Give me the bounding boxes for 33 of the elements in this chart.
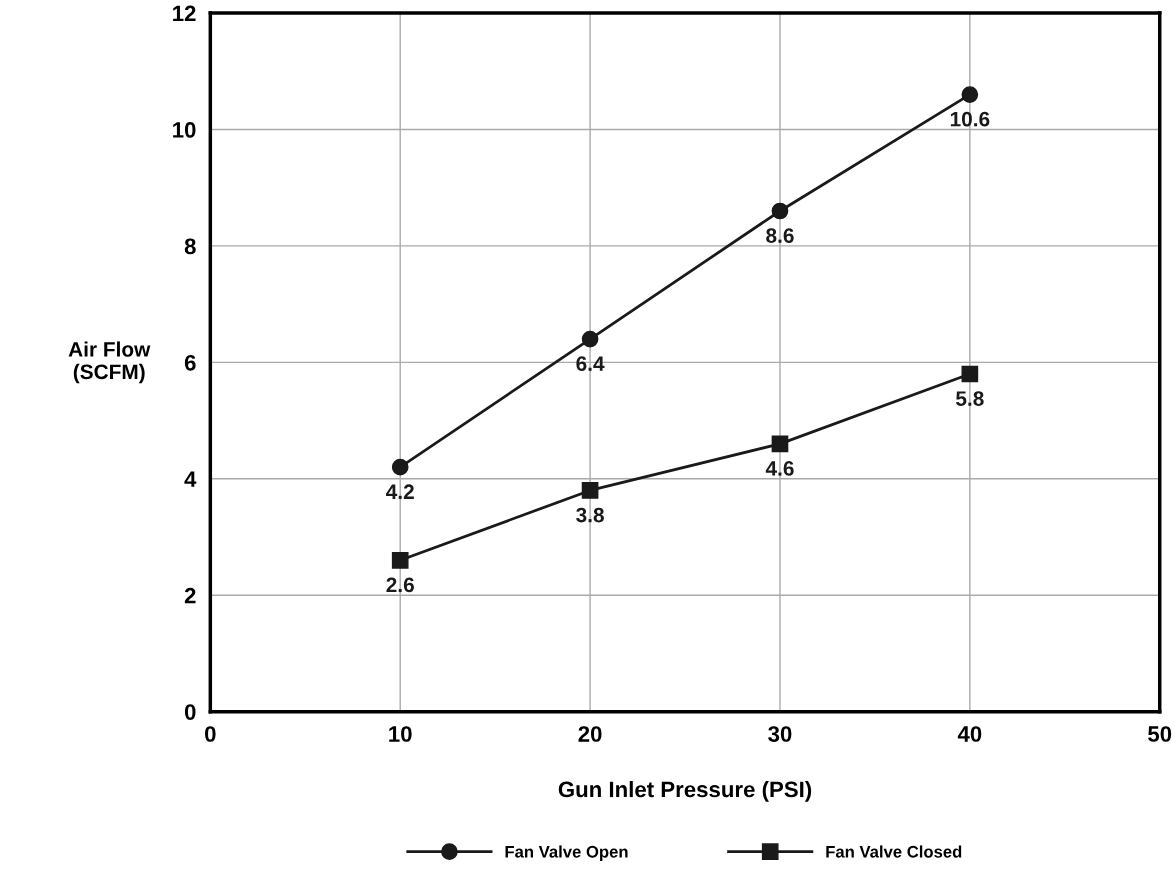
- point: [581, 482, 599, 499]
- x-tick-label: 0: [205, 726, 216, 742]
- y-tick-label: 8: [184, 238, 196, 255]
- y-tick-label: 10: [173, 122, 196, 138]
- x-tick-label: 50: [1148, 726, 1172, 742]
- y-tick-label: 0: [184, 704, 196, 720]
- y-tick-label: 4: [184, 471, 197, 487]
- x-tick-label: 40: [957, 726, 982, 742]
- y-tick-label: 6: [184, 354, 196, 371]
- point: [391, 458, 409, 476]
- point: [961, 86, 979, 103]
- point: [771, 202, 789, 220]
- point: [391, 551, 409, 569]
- data-label: 3.8: [576, 507, 604, 523]
- x-tick-label: 30: [768, 726, 792, 742]
- legend-label: Fan Valve Open: [505, 845, 628, 861]
- data-label: 4.2: [386, 484, 414, 499]
- data-label: 2.6: [386, 577, 414, 593]
- data-label: 4.6: [765, 461, 794, 476]
- legend-label: Fan Valve Closed: [826, 845, 962, 858]
- y-tick-label: 2: [184, 587, 196, 604]
- data-label: 10.6: [950, 111, 990, 127]
- point: [961, 365, 979, 383]
- point: [771, 435, 789, 453]
- y-axis-title: Air Flow (SCFM): [68, 341, 151, 384]
- x-tick-label: 20: [578, 726, 602, 742]
- data-label: 8.6: [766, 228, 794, 243]
- data-label: 6.4: [576, 356, 605, 372]
- y-tick-label: 12: [173, 5, 196, 22]
- x-tick-label: 10: [389, 726, 412, 742]
- point: [581, 330, 599, 348]
- data-label: 5.8: [956, 391, 984, 406]
- x-axis-title: Gun Inlet Pressure (PSI): [558, 780, 812, 802]
